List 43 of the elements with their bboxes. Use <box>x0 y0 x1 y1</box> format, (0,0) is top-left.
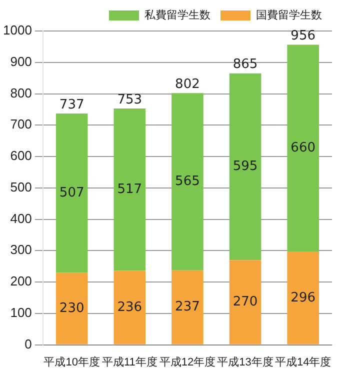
bar <box>287 44 319 252</box>
bar <box>56 114 88 273</box>
x-tick-label: 平成10年度 <box>44 355 100 368</box>
y-tick-label: 800 <box>10 85 32 100</box>
bar <box>229 73 262 260</box>
data-label: 230 <box>59 300 84 316</box>
data-label: 507 <box>59 185 84 200</box>
y-tick-label: 700 <box>10 116 32 132</box>
bar <box>172 270 204 344</box>
bar <box>56 272 88 344</box>
total-label: 753 <box>117 92 142 108</box>
bar <box>287 252 319 344</box>
data-label: 565 <box>175 174 200 190</box>
legend-label: 国費留学生数 <box>256 8 322 22</box>
bar <box>229 260 262 344</box>
data-label: 595 <box>232 159 258 174</box>
y-tick-label: 600 <box>10 148 32 164</box>
total-label: 956 <box>290 28 316 44</box>
y-tick-label: 500 <box>10 179 32 194</box>
data-label: 237 <box>175 300 200 315</box>
bar <box>114 108 146 271</box>
x-tick-label: 平成14年度 <box>274 355 332 368</box>
y-tick-label: 100 <box>10 305 32 320</box>
data-label: 296 <box>290 290 316 306</box>
y-tick-label: 1000 <box>3 22 32 38</box>
data-label: 660 <box>290 140 316 156</box>
x-tick-label: 平成13年度 <box>217 355 274 368</box>
data-label: 270 <box>232 294 258 310</box>
x-tick-label: 平成11年度 <box>102 355 158 368</box>
bar <box>114 270 146 344</box>
y-tick-label: 400 <box>10 210 32 226</box>
y-tick-label: 0 <box>24 336 32 352</box>
y-tick-label: 900 <box>10 54 32 69</box>
total-label: 802 <box>175 77 200 92</box>
total-label: 737 <box>59 97 84 112</box>
y-tick-label: 300 <box>10 242 32 258</box>
bar <box>172 93 204 270</box>
y-tick-label: 200 <box>10 274 32 289</box>
total-label: 865 <box>232 57 258 72</box>
data-label: 517 <box>117 182 142 197</box>
data-label: 236 <box>117 300 142 315</box>
x-tick-label: 平成12年度 <box>159 355 216 368</box>
legend-label: 私費留学生数 <box>144 8 210 22</box>
